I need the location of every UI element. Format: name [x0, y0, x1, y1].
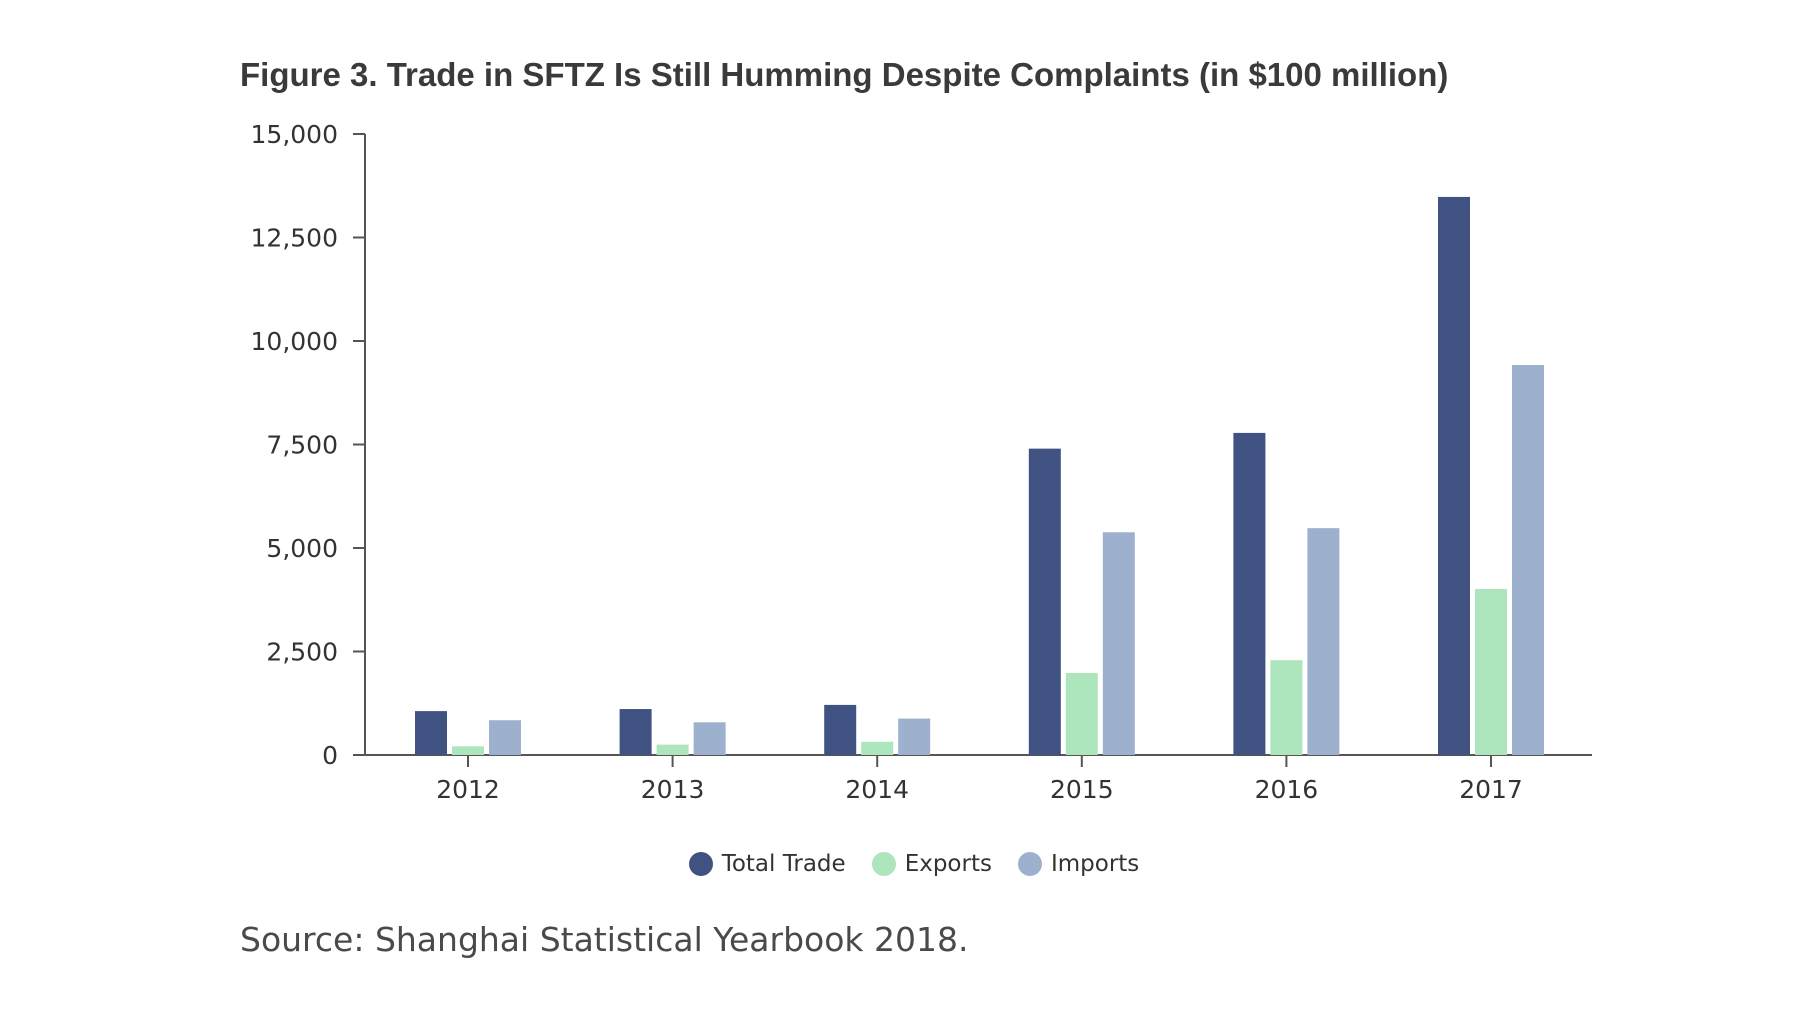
legend-label: Exports: [904, 851, 992, 877]
legend-item-imports: Imports: [1017, 851, 1140, 877]
legend-label: Total Trade: [721, 851, 846, 877]
y-tick-label: 15,000: [251, 120, 338, 149]
legend-swatch: [871, 852, 896, 876]
bar-imports-2014: [898, 718, 931, 755]
bar-exports-2017: [1475, 588, 1507, 755]
chart-legend: Total Trade Exports Imports: [0, 851, 1800, 877]
legend-swatch: [688, 852, 713, 876]
y-tick-label: 5,000: [266, 534, 338, 563]
chart-axes: [364, 134, 1592, 756]
bar-total-trade-2017: [1438, 196, 1470, 756]
legend-swatch: [1017, 852, 1042, 876]
bar-imports-2017: [1512, 365, 1544, 755]
bar-total-trade-2016: [1233, 432, 1266, 755]
bar-total-trade-2013: [619, 709, 652, 755]
y-tick-label: 2,500: [266, 638, 338, 667]
legend-item-total-trade: Total Trade: [688, 851, 846, 877]
y-tick-label: 12,500: [251, 224, 338, 253]
bar-total-trade-2014: [824, 704, 857, 755]
y-tick-label: 10,000: [251, 327, 338, 356]
bar-imports-2015: [1102, 532, 1135, 755]
bar-imports-2016: [1307, 528, 1340, 755]
x-tick-label: 2016: [1255, 775, 1319, 804]
x-tick-label: 2017: [1459, 775, 1523, 804]
legend-item-exports: Exports: [871, 851, 992, 877]
bar-total-trade-2015: [1028, 448, 1061, 755]
chart-title: Figure 3. Trade in SFTZ Is Still Humming…: [240, 56, 1449, 93]
x-tick-label: 2014: [845, 775, 909, 804]
y-tick-label: 7,500: [266, 431, 338, 460]
legend-label: Imports: [1050, 851, 1140, 877]
bar-total-trade-2012: [415, 711, 447, 755]
bar-imports-2013: [693, 722, 726, 755]
y-tick-label: 0: [322, 741, 338, 770]
bar-imports-2012: [489, 720, 521, 755]
bar-exports-2015: [1065, 673, 1098, 755]
x-tick-label: 2013: [641, 775, 705, 804]
bar-exports-2016: [1270, 660, 1303, 755]
chart-bars: [415, 196, 1544, 756]
x-tick-label: 2012: [436, 775, 500, 804]
bar-exports-2014: [861, 741, 894, 755]
bar-exports-2013: [656, 744, 689, 755]
x-tick-label: 2015: [1050, 775, 1114, 804]
bar-exports-2012: [452, 746, 484, 755]
source-note: Source: Shanghai Statistical Yearbook 20…: [240, 920, 969, 959]
chart-ticks: 0 2,500 5,000 7,500 10,000 12,500 15,000 2012 20…: [251, 120, 1523, 804]
